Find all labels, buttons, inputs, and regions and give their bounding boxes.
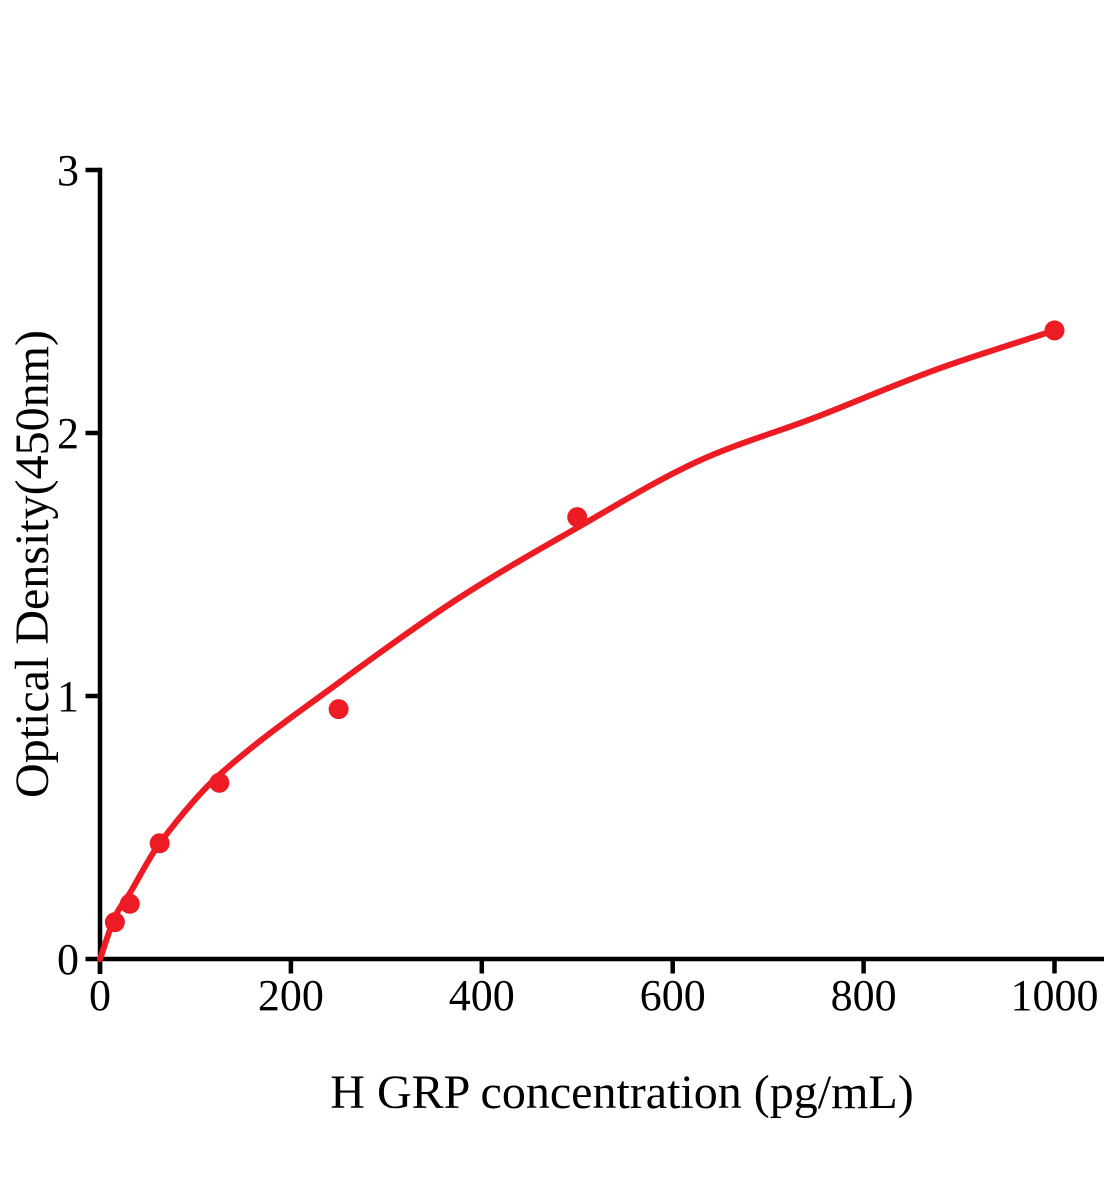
fitted-curve-path [97,327,1058,962]
x-tick-label: 400 [449,971,515,1020]
x-tick-label: 800 [831,971,897,1020]
y-tick-label: 2 [57,409,79,458]
y-axis-title: Optical Density(450nm) [6,330,59,798]
data-point [209,772,230,793]
x-tick-label: 600 [640,971,706,1020]
axes [97,167,1104,974]
data-point [567,507,588,528]
data-point [1044,320,1065,341]
x-axis-title: H GRP concentration (pg/mL) [330,1066,913,1119]
data-points [104,320,1065,933]
x-axis-tick-labels: 0 200 400 600 800 1000 [89,971,1099,1020]
x-tick-label: 0 [89,971,111,1020]
x-tick-label: 1000 [1011,971,1099,1020]
y-tick-label: 0 [57,935,79,984]
data-point [104,912,125,933]
y-tick-label: 1 [57,672,79,721]
fitted-curve [97,327,1058,962]
data-point [328,699,349,720]
y-axis-tick-labels: 0 1 2 3 [57,146,79,984]
data-point [119,893,140,914]
x-tick-label: 200 [258,971,324,1020]
data-point [149,833,170,854]
y-tick-label: 3 [57,146,79,195]
